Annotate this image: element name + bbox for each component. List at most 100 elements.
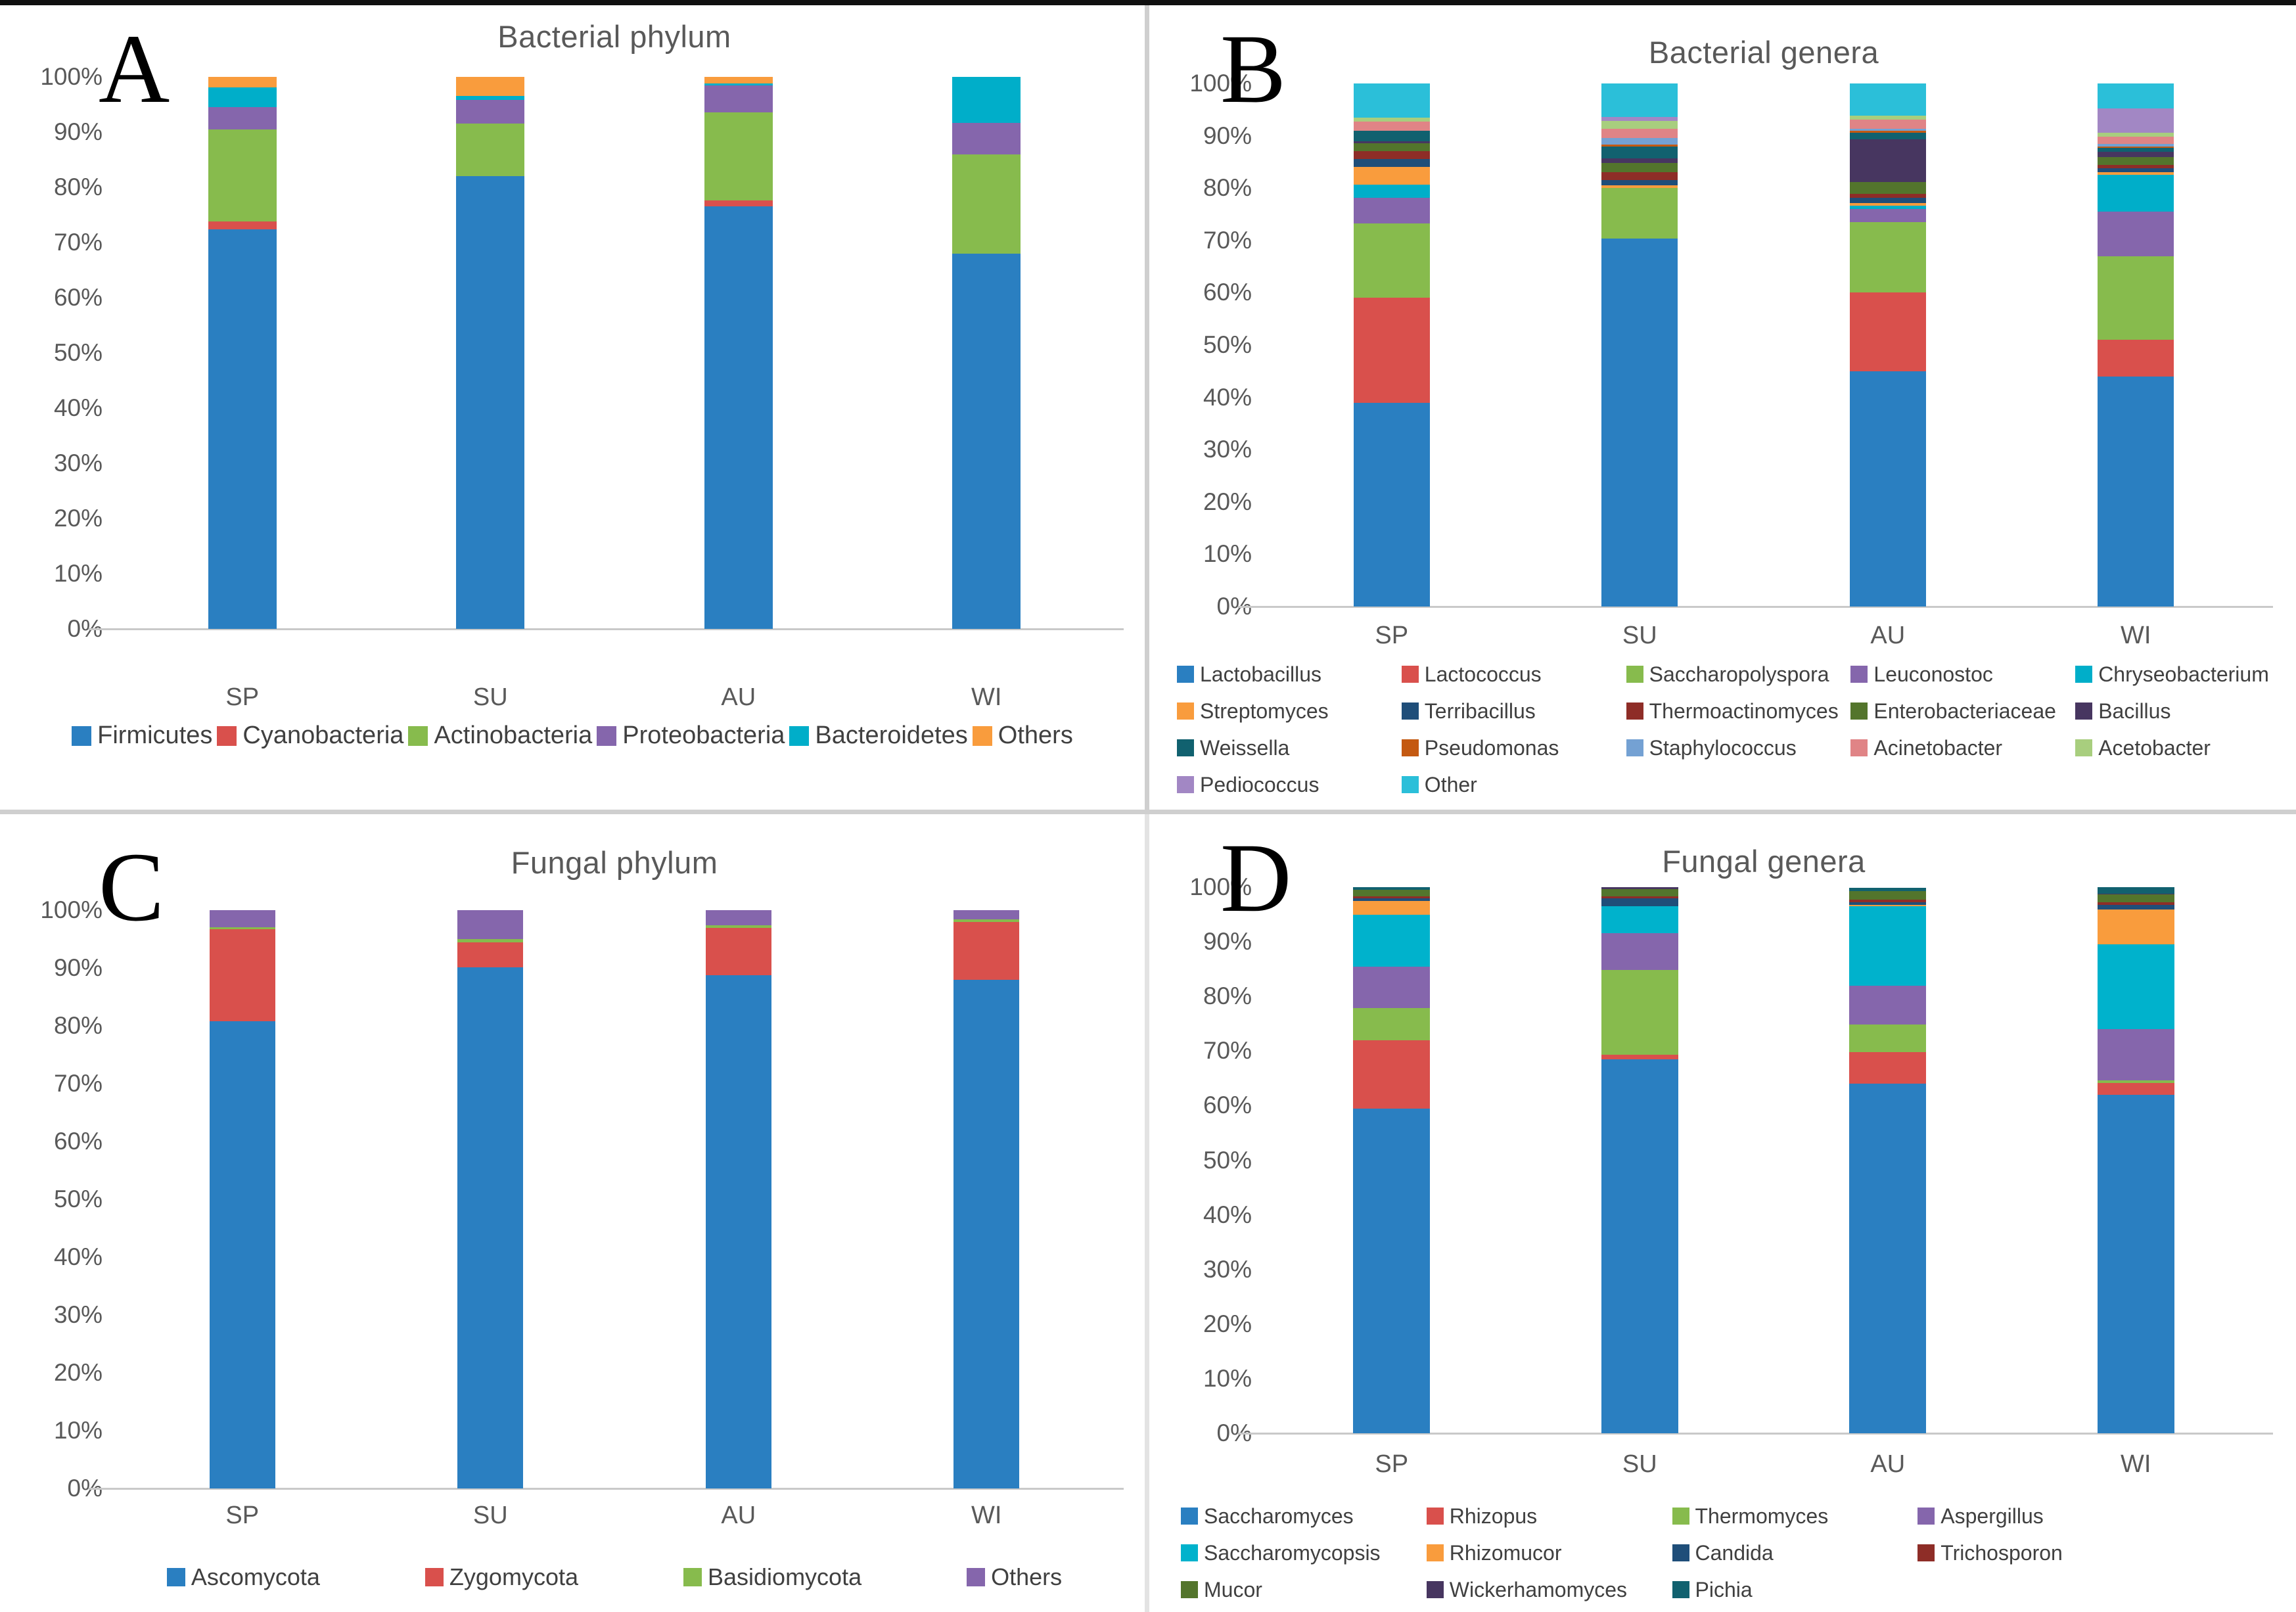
bar-segment-acinetobacter (1849, 120, 1926, 129)
bar-segment-actinobacteria (456, 124, 525, 177)
category-label: SU (1622, 1450, 1657, 1478)
legend-label: Lactobacillus (1200, 662, 1321, 686)
stacked-bar-au (705, 910, 771, 1488)
legend-item: Bacteroidetes (789, 722, 968, 750)
bar-slot (1268, 887, 1516, 1433)
y-axis-tick-label: 70% (1203, 226, 1252, 254)
legend-swatch (166, 1568, 185, 1586)
legend-swatch (1626, 666, 1643, 683)
panel-divider-horizontal (0, 810, 2296, 814)
y-axis-tick-label: 60% (1203, 279, 1252, 306)
bar-segment-actinobacteria (952, 154, 1021, 254)
legend-items: Ascomycota Zygomycota Basidiomycota Others (118, 1563, 1111, 1591)
y-axis-tick-label: 20% (53, 505, 103, 532)
bar-segment-basidiomycota (457, 939, 524, 943)
stacked-bar-sp (1353, 83, 1430, 607)
legend-item: Candida (1672, 1534, 1906, 1571)
bar-segment-thermomyces (1601, 969, 1678, 1055)
stacked-bar-wi (2098, 83, 2174, 607)
legend-swatch (1917, 1544, 1935, 1561)
bar-segment-trichosporon (1849, 900, 1927, 903)
legend-swatch (217, 725, 237, 746)
legend-item: Enterobacteriaceae (1850, 693, 2063, 729)
category-label: SU (1622, 622, 1657, 649)
bar-segment-others (457, 910, 524, 940)
bar-segment-acinetobacter (1601, 129, 1678, 138)
bar-segment-ascomycota (457, 967, 524, 1488)
x-axis-line (89, 1488, 1124, 1490)
bar-segment-saccharomyces (1849, 1084, 1927, 1433)
y-axis-tick-label: 40% (1203, 1201, 1252, 1228)
stacked-bar-au (1849, 887, 1927, 1433)
bar-segment-chryseobacterium (1849, 206, 1926, 210)
category-label: AU (721, 683, 756, 711)
bar-segment-other (1601, 83, 1678, 118)
bar-segment-bacillus (1353, 141, 1430, 143)
y-axis-tick-label: 40% (53, 1243, 103, 1270)
bar-segment-acinetobacter (1353, 122, 1430, 131)
bar-segment-pediococcus (2098, 108, 2174, 133)
bar-segment-other (1849, 83, 1926, 116)
y-axis-tick-label: 80% (53, 1012, 103, 1039)
y-axis-tick-label: 40% (53, 394, 103, 421)
chart-title: Bacterial phylum (497, 19, 731, 54)
y-axis-tick-label: 100% (1189, 70, 1252, 97)
legend-item: Staphylococcus (1626, 729, 1839, 766)
category-axis: SP SU AU WI (1268, 622, 2260, 650)
bar-segment-rhizopus (2097, 1083, 2174, 1095)
legend-label: Leuconostoc (1873, 662, 1993, 686)
legend-swatch (2075, 666, 2093, 683)
bar-segment-others (705, 910, 771, 925)
bar-segment-rhizomucor (2097, 910, 2174, 945)
legend-label: Other (1424, 772, 1477, 796)
legend-swatch (2075, 702, 2093, 720)
bar-segment-pichia (1849, 887, 1927, 891)
category-label: SP (1375, 1450, 1409, 1478)
bar-segment-enterobacteriaceae (1353, 143, 1430, 151)
y-axis-tick-label: 20% (1203, 488, 1252, 515)
category-label: WI (971, 1502, 1002, 1529)
legend-item: Thermoactinomyces (1626, 693, 1839, 729)
bar-segment-actinobacteria (704, 112, 773, 201)
legend-items: Saccharomyces Rhizopus Thermomyces Aspergil… (1181, 1498, 2151, 1608)
category-label: SP (225, 1502, 260, 1529)
bar-slot (614, 910, 863, 1488)
stacked-bar-su (1601, 887, 1678, 1433)
bar-segment-lactobacillus (2098, 376, 2174, 607)
y-axis-tick-label: 70% (53, 1070, 103, 1097)
legend-swatch (1177, 776, 1194, 793)
bar-segment-pseudomonas (1849, 131, 1926, 133)
legend-label: Pichia (1695, 1577, 1753, 1601)
legend-label: Basidiomycota (708, 1563, 862, 1590)
legend-label: Staphylococcus (1649, 735, 1797, 760)
bar-segment-trichosporon (2097, 902, 2174, 905)
bar-segment-actinobacteria (208, 129, 277, 222)
legend-swatch (1626, 702, 1643, 720)
bar-segment-other (2098, 83, 2174, 109)
legend-label: Streptomyces (1200, 699, 1329, 723)
bar-segment-staphylococcus (2098, 143, 2174, 147)
y-axis-tick-label: 30% (1203, 1255, 1252, 1283)
legend-label: Weissella (1200, 735, 1290, 760)
legend-item: Pseudomonas (1401, 729, 1615, 766)
legend-label: Proteobacteria (622, 722, 785, 749)
y-axis-tick-label: 90% (1203, 928, 1252, 956)
legend-label: Actinobacteria (434, 722, 593, 749)
bar-segment-basidiomycota (953, 919, 1020, 922)
legend-item: Proteobacteria (597, 722, 785, 750)
legend-item: Lactococcus (1401, 656, 1615, 693)
y-axis-tick-label: 10% (53, 1417, 103, 1444)
bar-segment-bacteroidetes (952, 77, 1021, 123)
y-axis-tick-label: 70% (53, 229, 103, 256)
legend-label: Firmicutes (97, 722, 213, 749)
legend-swatch (1401, 702, 1419, 720)
panel-fungal-genera: D Fungal genera 100% 90% 80% 70% 60% 50% 40% 30… (1149, 814, 2296, 1612)
bar-segment-thermoactinomyces (1849, 194, 1926, 198)
bar-segment-ascomycota (209, 1021, 275, 1488)
legend-swatch (597, 725, 617, 746)
bar-segment-basidiomycota (705, 925, 771, 929)
bar-segment-lactobacillus (1601, 239, 1678, 607)
bar-slot (614, 77, 863, 629)
y-axis-tick-label: 100% (1189, 873, 1252, 900)
legend-label: Pseudomonas (1424, 735, 1559, 760)
